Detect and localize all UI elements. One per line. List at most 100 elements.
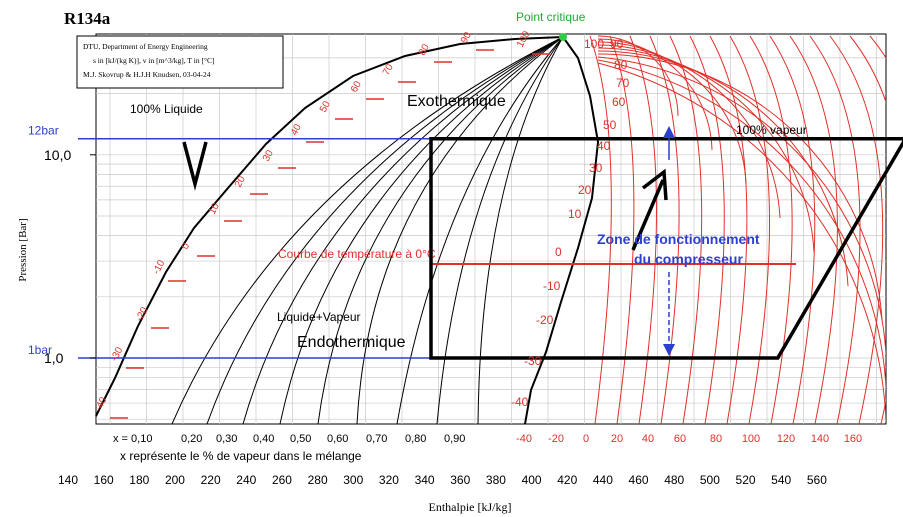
vapor-temperature-label: 50 [603,118,617,132]
y-axis-label: Pression [Bar] [17,218,29,281]
isotherm-line [689,35,725,424]
quality-line [317,36,564,424]
expansion-arrow [182,141,208,191]
x-tick-label: 480 [664,473,684,487]
isotherm-line [749,35,793,424]
liquid-label: 100% Liquide [130,102,203,116]
quality-axis: x = 0,10 0,20 0,30 0,40 0,50 0,60 0,70 0,80 0,90 [113,433,465,445]
temperature-tick-label: -40 [516,433,532,445]
x-tick-label: 220 [201,473,221,487]
isotherm-line [890,36,903,424]
isotherm-line [849,35,886,424]
quality-line [356,36,564,424]
vapor-temperature-label: 0 [555,245,562,259]
quality-tick-label: 0,20 [181,433,202,445]
x-tick-label: 160 [94,473,114,487]
quality-tick-label: 0,70 [366,433,387,445]
quality-tick-label: 0,30 [216,433,237,445]
isotherm-arc [597,62,886,423]
temperature-tick-label: 0 [583,433,589,445]
x-tick-label: 560 [807,473,827,487]
isotherm-line [729,35,771,424]
temperature-tick-label: 80 [710,433,722,445]
vapor-temperature-label: 60 [612,95,626,109]
liquid-temperature-label: 20 [233,174,248,189]
vapor-temperature-label: 70 [616,76,630,90]
x-tick-label: 540 [771,473,791,487]
temperature-tick-label: 120 [777,433,795,445]
vapor-temperature-label: 40 [597,139,611,153]
liquid-temperature-label: 0 [180,241,193,251]
quality-line [279,36,564,424]
liquid-temperature-label: 10 [207,201,222,216]
vapor-temperature-label: -20 [536,313,554,327]
x-tick-label: 280 [308,473,328,487]
x-tick-label: 440 [593,473,613,487]
x-tick-label: 460 [629,473,649,487]
isotherm-arc [597,38,713,151]
isotherm-arc [597,41,747,185]
isotherm-line [589,35,612,424]
x-tick-label: 340 [415,473,435,487]
vapor-temperature-label: 90 [610,37,624,51]
x-tick-label: 380 [486,473,506,487]
liquid-temperature-ticks [110,49,550,419]
quality-line [477,36,564,424]
vapor-temperature-label: 10 [568,207,582,221]
temperature-tick-label: 140 [811,433,829,445]
quality-line [396,36,564,424]
x-tick-label: 180 [129,473,149,487]
pressure-label: 12bar [28,124,59,138]
endothermic-label: Endothermique [297,334,406,351]
critical-point-marker [559,33,567,41]
credits-box: DTU, Department of Energy Engineering s … [76,35,284,89]
saturated-vapor-curve [524,36,600,425]
exothermic-label: Exothermique [407,93,506,110]
x-tick-label: 200 [165,473,185,487]
plot-frame [95,33,887,425]
x-tick-label: 320 [379,473,399,487]
compressor-zone-label-2: du compresseur [634,251,743,267]
x-tick-label: 500 [700,473,720,487]
pressure-label: 1bar [28,343,52,357]
isotherm-arc [597,56,886,355]
liquid-temperature-label: 50 [318,99,333,114]
vapor-temperature-label: 100 [584,37,604,51]
quality-tick-label: 0,90 [444,433,465,445]
compression-direction-line [631,179,665,251]
x-tick-label: 520 [736,473,756,487]
x-axis-label: Enthalpie [kJ/kg] [429,500,512,514]
isotherm-line [769,35,816,424]
quality-caption: x représente le % de vapeur dans le méla… [120,449,362,463]
vapor-temperature-label: -40 [511,395,529,409]
isotherm-arc [597,50,849,287]
x-tick-label: 240 [236,473,256,487]
temperature-tick-label: 160 [844,433,862,445]
isotherm-line [709,35,748,424]
credits-line-3: M.J. Skovrup & H.J.H Knudsen, 03-04-24 [83,70,211,79]
y-tick-label: 10,0 [44,147,71,163]
x-tick-label: 420 [557,473,577,487]
saturated-liquid-curve [95,36,564,417]
temperature-tick-label: 60 [674,433,686,445]
quality-line [436,36,564,424]
compression-arrow [641,168,668,201]
compressor-zone-label-1: Zone de fonctionnement [597,231,760,247]
liquid-temperature-label: 60 [349,79,364,94]
refrigeration-cycle [429,136,903,360]
vapor-label: 100% vapeur [736,123,807,137]
critical-point-label: Point critique [516,10,586,24]
isotherm-arc [597,59,886,389]
quality-tick-label: x = 0,10 [113,433,152,445]
liquid-temperature-label: 30 [261,148,276,163]
vapor-temperature-label: 20 [578,183,592,197]
x-tick-label: 360 [450,473,470,487]
x-tick-label: 140 [58,473,78,487]
credits-line-1: DTU, Department of Energy Engineering [83,42,208,51]
vapor-temperature-label: 80 [614,58,628,72]
isotherm-line [809,35,861,424]
quality-tick-label: 0,60 [327,433,348,445]
chart-title: R134a [64,9,111,28]
